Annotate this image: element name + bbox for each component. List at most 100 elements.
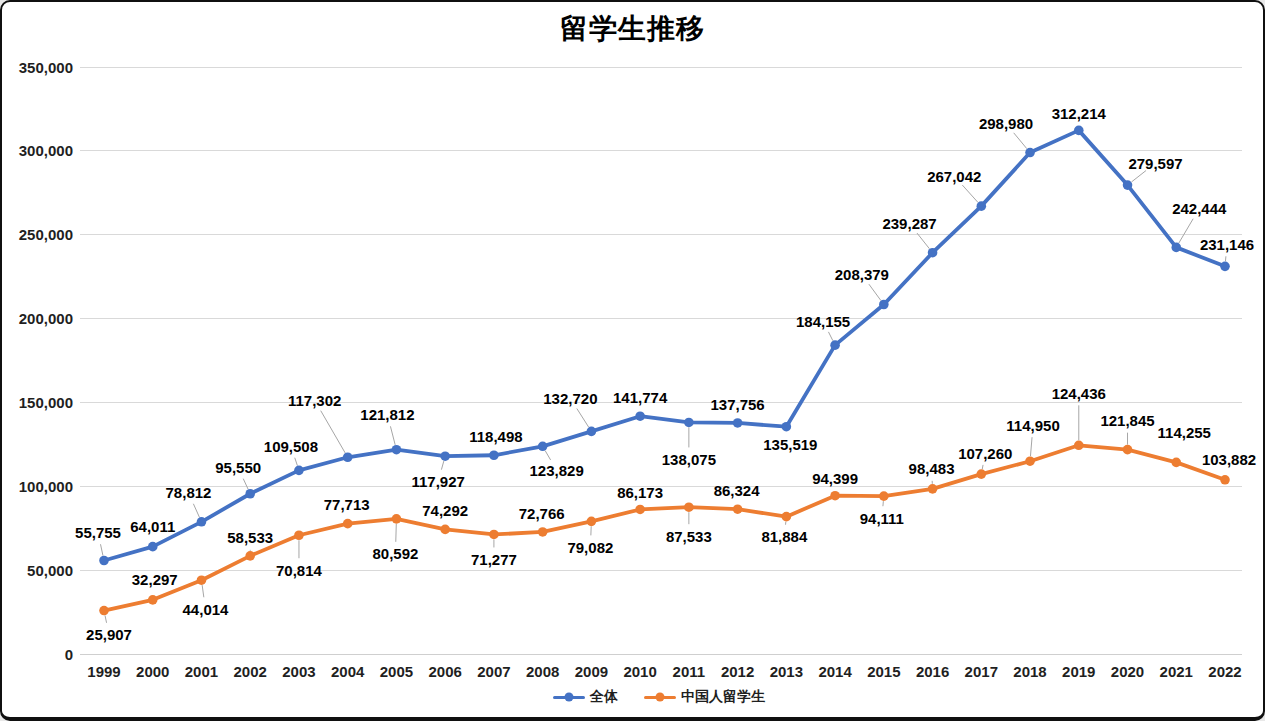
data-label: 94,111 bbox=[860, 510, 904, 527]
data-point bbox=[294, 466, 304, 476]
leader-line bbox=[545, 451, 550, 460]
x-axis-tick-label: 2002 bbox=[234, 663, 267, 680]
leader-line bbox=[828, 332, 832, 341]
data-point bbox=[148, 595, 158, 605]
leader-line bbox=[193, 504, 199, 517]
x-axis-tick-label: 2017 bbox=[965, 663, 998, 680]
leader-line bbox=[962, 185, 978, 202]
data-point bbox=[99, 606, 109, 616]
data-point bbox=[343, 519, 353, 529]
data-label: 135,519 bbox=[763, 436, 817, 453]
data-point bbox=[1074, 126, 1084, 136]
y-axis-tick-label: 250,000 bbox=[19, 226, 73, 243]
data-point bbox=[830, 491, 840, 501]
leader-line bbox=[295, 458, 298, 466]
data-point bbox=[197, 517, 207, 527]
data-label: 78,812 bbox=[166, 484, 212, 501]
data-label: 114,950 bbox=[1006, 417, 1059, 434]
data-point bbox=[635, 505, 645, 515]
data-label: 77,713 bbox=[324, 496, 370, 513]
data-label: 242,444 bbox=[1172, 200, 1227, 217]
leader-line bbox=[577, 409, 589, 428]
leader-line bbox=[101, 544, 103, 555]
data-label: 267,042 bbox=[927, 168, 981, 185]
data-point bbox=[587, 427, 597, 437]
data-label: 103,882 bbox=[1202, 451, 1256, 468]
data-label: 58,533 bbox=[227, 529, 273, 546]
data-label: 94,399 bbox=[812, 470, 858, 487]
data-point bbox=[1171, 458, 1181, 468]
data-point bbox=[684, 418, 694, 428]
data-point bbox=[1123, 180, 1133, 190]
data-point bbox=[879, 300, 889, 310]
data-point bbox=[245, 551, 255, 561]
data-label: 114,255 bbox=[1158, 424, 1211, 441]
x-axis-tick-label: 2016 bbox=[916, 663, 949, 680]
data-label: 298,980 bbox=[979, 115, 1033, 132]
data-point bbox=[343, 452, 353, 462]
y-axis-tick-label: 100,000 bbox=[19, 478, 73, 495]
data-label: 87,533 bbox=[666, 528, 712, 545]
x-axis-tick-label: 2019 bbox=[1062, 663, 1095, 680]
leader-line bbox=[1014, 133, 1027, 149]
data-label: 32,297 bbox=[132, 571, 178, 588]
data-label: 132,720 bbox=[543, 390, 597, 407]
data-point bbox=[635, 411, 645, 421]
data-label: 70,814 bbox=[276, 562, 323, 579]
leader-line bbox=[1179, 219, 1193, 243]
data-label: 279,597 bbox=[1128, 155, 1182, 172]
data-label: 86,324 bbox=[714, 482, 761, 499]
legend-item-chinese-students: 中国人留学生 bbox=[644, 688, 765, 706]
leader-line bbox=[390, 426, 395, 445]
data-label: 118,498 bbox=[469, 428, 522, 445]
data-label: 137,756 bbox=[710, 396, 764, 413]
data-point bbox=[782, 422, 792, 432]
data-point bbox=[197, 575, 207, 585]
data-label: 95,550 bbox=[215, 459, 261, 476]
data-point bbox=[684, 502, 694, 512]
y-axis-tick-label: 200,000 bbox=[19, 310, 73, 327]
data-point bbox=[440, 525, 450, 535]
x-axis-tick-label: 2001 bbox=[185, 663, 218, 680]
data-label: 81,884 bbox=[761, 528, 808, 545]
data-label: 141,774 bbox=[613, 389, 668, 406]
data-point bbox=[830, 340, 840, 350]
data-point bbox=[879, 491, 889, 501]
data-label: 138,075 bbox=[662, 451, 716, 468]
data-label: 25,907 bbox=[86, 626, 132, 643]
data-label: 72,766 bbox=[519, 505, 565, 522]
leader-line bbox=[396, 524, 397, 542]
data-label: 86,173 bbox=[617, 484, 663, 501]
y-axis-tick-label: 50,000 bbox=[27, 562, 73, 579]
chart-title: 留学生推移 bbox=[2, 10, 1263, 48]
x-axis-tick-label: 2003 bbox=[282, 663, 315, 680]
legend-line-marker-chinese-students-icon bbox=[644, 691, 676, 703]
x-axis-tick-label: 2004 bbox=[331, 663, 365, 680]
leader-line bbox=[1030, 437, 1032, 456]
chart-window: 留学生推移 050,000100,000150,000200,000250,00… bbox=[0, 0, 1265, 721]
data-label: 124,436 bbox=[1052, 385, 1106, 402]
data-label: 121,845 bbox=[1100, 412, 1154, 429]
data-label: 312,214 bbox=[1052, 105, 1107, 122]
x-axis-tick-label: 2021 bbox=[1160, 663, 1193, 680]
data-label: 239,287 bbox=[882, 215, 936, 232]
data-point bbox=[1171, 243, 1181, 253]
leader-line bbox=[1131, 170, 1146, 181]
chart-legend: 全体 中国人留学生 bbox=[80, 688, 1238, 706]
leader-line bbox=[105, 615, 107, 622]
x-axis-tick-label: 2005 bbox=[380, 663, 413, 680]
data-label: 117,302 bbox=[288, 392, 341, 409]
data-point bbox=[148, 542, 158, 552]
data-label: 121,812 bbox=[360, 406, 414, 423]
y-axis-tick-label: 150,000 bbox=[19, 394, 73, 411]
leader-line bbox=[917, 233, 929, 249]
series-line-0 bbox=[104, 130, 1225, 560]
data-point bbox=[392, 514, 402, 524]
data-label: 74,292 bbox=[422, 502, 468, 519]
data-label: 117,927 bbox=[411, 473, 464, 490]
data-point bbox=[440, 451, 450, 461]
x-axis-tick-label: 2010 bbox=[623, 663, 656, 680]
data-point bbox=[782, 512, 792, 522]
data-label: 98,483 bbox=[909, 460, 955, 477]
data-point bbox=[977, 469, 987, 479]
